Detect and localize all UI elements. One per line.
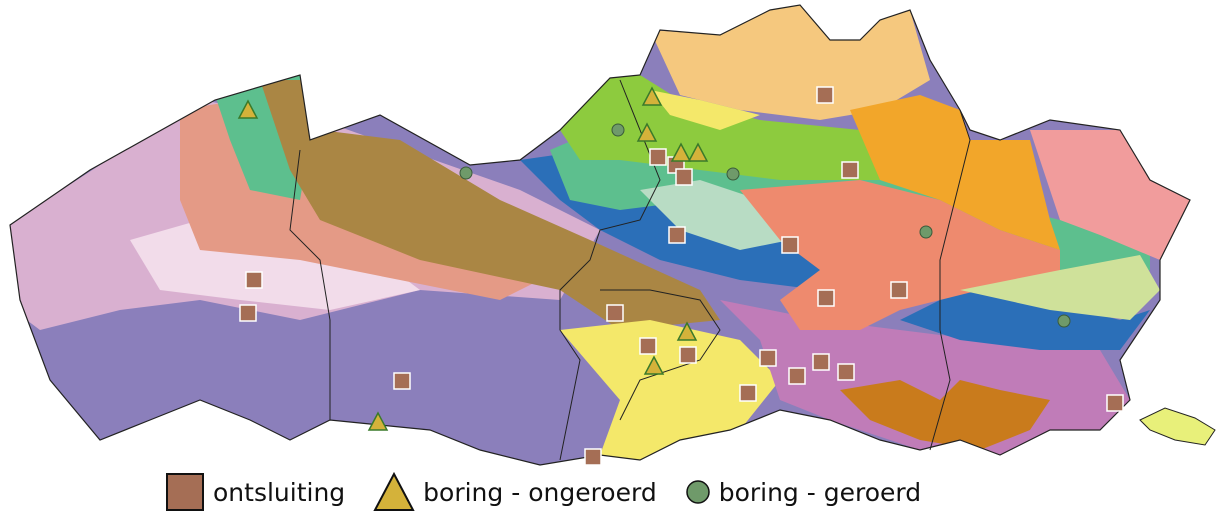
ontsluiting-marker (812, 353, 830, 371)
ontsluiting-marker (841, 161, 859, 179)
boring-ongeroerd-marker (641, 86, 663, 106)
unit-pink-red (1030, 130, 1190, 260)
legend-label: boring - geroerd (718, 477, 922, 507)
ontsluiting-marker (816, 86, 834, 104)
ontsluiting-marker (675, 168, 693, 186)
ontsluiting-marker (679, 346, 697, 364)
ontsluiting-marker (817, 289, 835, 307)
ontsluiting-marker (584, 448, 602, 466)
unit-orange (850, 95, 1060, 250)
triangle-marker-icon (373, 472, 415, 511)
ontsluiting-marker (606, 304, 624, 322)
ontsluiting-marker (245, 271, 263, 289)
unit-yellow-band (650, 90, 760, 130)
boring-ongeroerd-marker (643, 355, 665, 375)
boring-ongeroerd-marker (687, 142, 709, 162)
unit-yellow-south (560, 320, 780, 460)
unit-dark-blue (520, 150, 1150, 350)
ontsluiting-marker (759, 349, 777, 367)
ontsluiting-marker (788, 367, 806, 385)
unit-light-orange (650, 5, 930, 120)
ontsluiting-marker (1106, 394, 1124, 412)
exclave-baarle (1139, 407, 1216, 446)
square-marker-icon (166, 473, 204, 511)
boring-ongeroerd-marker (636, 122, 658, 142)
legend-item-boring-geroerd: boring - geroerd (685, 478, 921, 507)
legend-label: ontsluiting (213, 477, 346, 507)
ontsluiting-marker (239, 304, 257, 322)
legend-item-boring-ongeroerd: boring - ongeroerd (373, 472, 657, 512)
boring-ongeroerd-marker (237, 99, 259, 119)
legend-label: boring - ongeroerd (423, 477, 657, 507)
unit-pale-lime (960, 255, 1160, 320)
ontsluiting-marker (739, 384, 757, 402)
boring-geroerd-marker (611, 123, 625, 137)
ontsluiting-marker (649, 148, 667, 166)
boring-geroerd-marker (1057, 314, 1071, 328)
boring-ongeroerd-marker (367, 411, 389, 431)
geology-units (10, 5, 1190, 465)
boring-geroerd-marker (726, 167, 740, 181)
circle-marker-icon (685, 480, 710, 504)
map-legend: ontsluiting boring - ongeroerd boring - … (165, 472, 949, 512)
boring-ongeroerd-marker (676, 321, 698, 341)
geological-map (9, 4, 1216, 466)
legend-item-ontsluiting: ontsluiting (165, 472, 345, 512)
ontsluiting-marker (837, 363, 855, 381)
boring-ongeroerd-marker (670, 142, 692, 162)
sample-markers (237, 86, 1124, 466)
unit-olive-brown (260, 80, 720, 330)
ontsluiting-marker (393, 372, 411, 390)
boring-geroerd-marker (459, 166, 473, 180)
ontsluiting-marker (781, 236, 799, 254)
boring-geroerd-marker (919, 225, 933, 239)
ontsluiting-marker (890, 281, 908, 299)
unit-brown-orange (840, 380, 1050, 450)
ontsluiting-marker (668, 226, 686, 244)
ontsluiting-marker (639, 337, 657, 355)
